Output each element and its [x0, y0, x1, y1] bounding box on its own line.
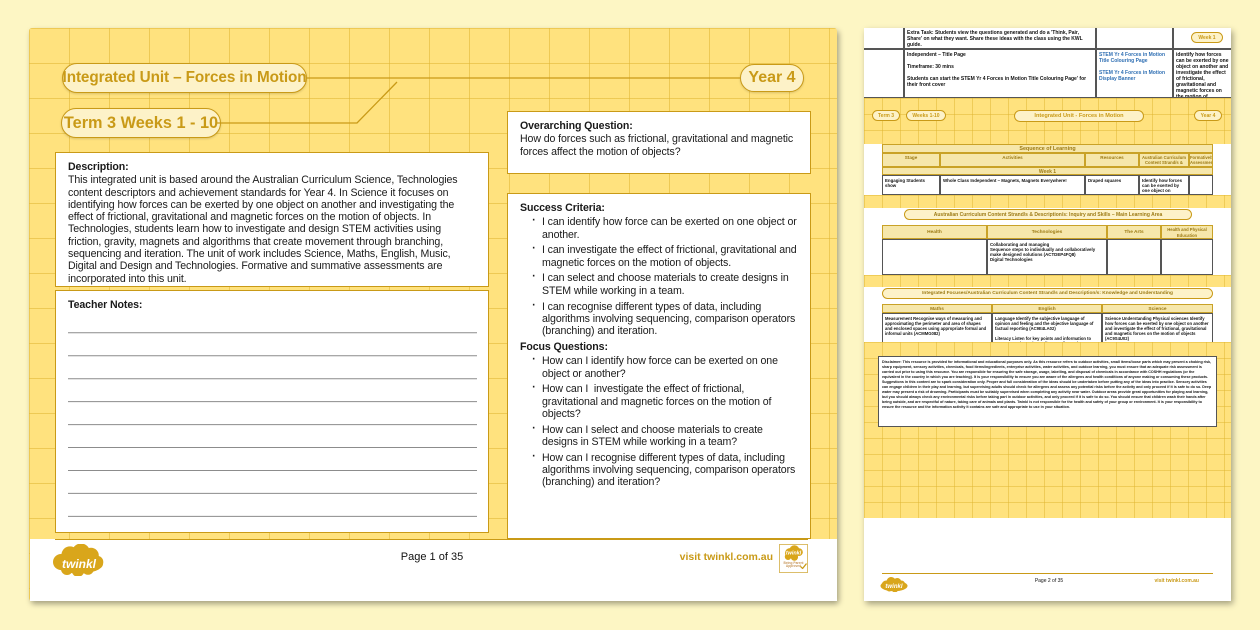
svg-text:Approved: Approved: [786, 564, 801, 568]
svg-text:twinkl: twinkl: [62, 557, 97, 571]
svg-text:twinkl: twinkl: [786, 550, 802, 556]
svg-text:twinkl: twinkl: [885, 584, 902, 590]
